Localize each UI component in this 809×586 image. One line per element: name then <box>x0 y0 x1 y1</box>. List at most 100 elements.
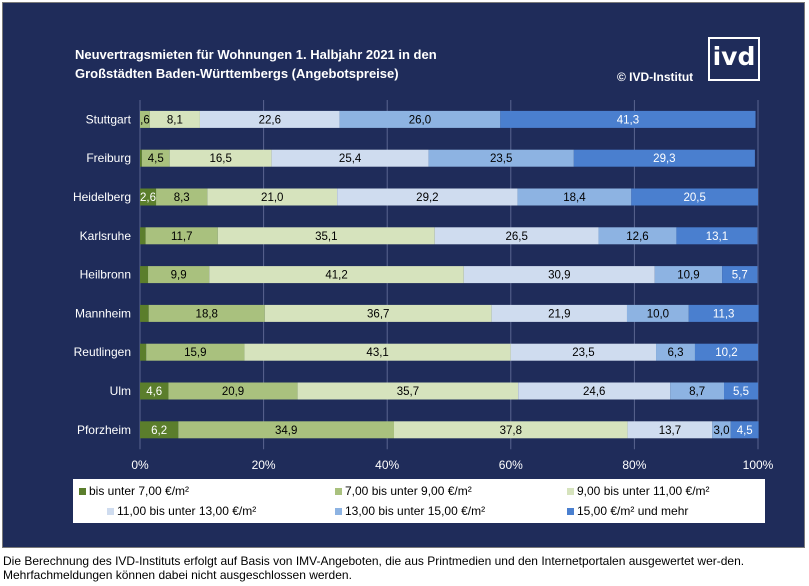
data-label: 13,1 <box>706 231 728 243</box>
legend-label-series-4: 11,00 bis unter 13,00 €/m² <box>117 504 257 518</box>
bar-segment <box>510 343 657 361</box>
chart-title: Neuvertragsmieten für Wohnungen 1. Halbj… <box>75 47 437 81</box>
bar-segment <box>168 382 298 400</box>
bar-segment <box>339 110 501 128</box>
data-label: 8,1 <box>167 114 183 126</box>
bar-segment <box>393 421 628 439</box>
data-label: 30,9 <box>548 270 570 282</box>
legend-item-series-2: 7,00 bis unter 9,00 €/m² <box>335 484 472 498</box>
data-label: 4,5 <box>737 425 753 437</box>
legend-item-series-3: 9,00 bis unter 11,00 €/m² <box>567 484 710 498</box>
data-label: 41,2 <box>325 270 347 282</box>
data-label: 35,1 <box>315 231 337 243</box>
bar-segment <box>207 188 338 206</box>
legend-swatch-series-3 <box>567 487 574 495</box>
footnote: Die Berechnung des IVD-Instituts erfolgt… <box>3 554 745 582</box>
bar-segment <box>140 382 169 400</box>
bar-segment <box>141 149 170 167</box>
bar-segment <box>148 304 265 322</box>
bar-segment <box>140 343 147 361</box>
x-tick-label: 20% <box>252 458 276 472</box>
x-tick-label: 60% <box>499 458 523 472</box>
legend-swatch-series-5 <box>335 507 342 515</box>
bar-segment <box>518 382 671 400</box>
data-label: 10,2 <box>715 347 737 359</box>
data-label: 18,8 <box>196 308 218 320</box>
data-label: 9,9 <box>171 270 187 282</box>
bar-segment <box>598 227 677 245</box>
data-label: 29,2 <box>416 192 438 204</box>
bar-segment <box>434 227 599 245</box>
legend-swatch-series-4 <box>107 507 114 515</box>
bar-segment <box>140 421 179 439</box>
bar-segment <box>627 421 713 439</box>
data-label: 16,5 <box>209 153 231 165</box>
data-label: 21,9 <box>548 308 570 320</box>
bar-segment <box>156 188 208 206</box>
data-label: 6,3 <box>667 347 683 359</box>
stacked-bar-chart: 0% 20% 40% 60% 80% 100% Stuttgart ,6 8,1 22,6 26,0… <box>73 100 774 472</box>
bar-segment <box>712 421 731 439</box>
data-label: 20,9 <box>222 386 244 398</box>
data-label: 25,4 <box>339 153 362 165</box>
data-label: 12,6 <box>626 231 648 243</box>
bar-segment <box>337 188 518 206</box>
data-label: 23,5 <box>490 153 512 165</box>
x-tick-label: 100% <box>743 458 774 472</box>
legend-item-series-5: 13,00 bis unter 15,00 €/m² <box>335 504 485 518</box>
bar-segment <box>631 188 758 206</box>
bar-segment <box>140 149 142 167</box>
legend-label-series-6: 15,00 €/m² und mehr <box>577 504 689 518</box>
legend-label-series-3: 9,00 bis unter 11,00 €/m² <box>577 484 710 498</box>
data-label: 26,5 <box>505 231 527 243</box>
bar-segment <box>730 421 759 439</box>
data-label: 11,3 <box>713 308 735 320</box>
legend-swatch-series-1 <box>79 487 86 495</box>
bar-segment <box>217 227 435 245</box>
legend-swatch-series-6 <box>567 507 574 515</box>
category-label: Freiburg <box>86 151 131 165</box>
bar-segment <box>491 304 627 322</box>
bar-segment <box>209 266 464 284</box>
data-label: 41,3 <box>617 114 639 126</box>
data-label: 6,2 <box>151 425 167 437</box>
legend-label-series-2: 7,00 bis unter 9,00 €/m² <box>345 484 472 498</box>
bar-segment <box>271 149 429 167</box>
bar-segment <box>654 266 723 284</box>
legend-label-series-5: 13,00 bis unter 15,00 €/m² <box>345 504 486 518</box>
bar-segment <box>199 110 340 128</box>
legend-label-series-1: bis unter 7,00 €/m² <box>89 484 190 498</box>
legend-item-series-6: 15,00 €/m² und mehr <box>567 504 688 518</box>
bar-segment <box>178 421 394 439</box>
data-label: 21,0 <box>261 192 283 204</box>
data-label: 15,9 <box>184 347 206 359</box>
category-label: Karlsruhe <box>80 229 132 243</box>
category-label: Heidelberg <box>73 190 131 204</box>
bar-segment <box>145 227 218 245</box>
data-label: ,6 <box>140 114 150 126</box>
bar-segment <box>140 304 149 322</box>
data-label: 23,5 <box>572 347 594 359</box>
bar-segment <box>676 227 758 245</box>
category-label: Heilbronn <box>80 268 131 282</box>
bar-segment <box>517 188 632 206</box>
legend-swatch-series-2 <box>335 487 342 495</box>
category-label: Pforzheim <box>77 423 131 437</box>
category-label: Stuttgart <box>86 112 132 126</box>
data-label: 22,6 <box>259 114 281 126</box>
data-label: 4,5 <box>148 153 164 165</box>
legend-item-series-4: 11,00 bis unter 13,00 €/m² <box>107 504 256 518</box>
data-label: 8,3 <box>174 192 190 204</box>
x-tick-label: 80% <box>622 458 646 472</box>
data-label: 10,0 <box>647 308 669 320</box>
ivd-logo: ivd <box>708 37 760 81</box>
bar-segment <box>244 343 511 361</box>
data-label: 24,6 <box>583 386 605 398</box>
bar-segment <box>656 343 695 361</box>
data-label: 34,9 <box>275 425 297 437</box>
copyright-text: © IVD-Institut <box>617 70 694 84</box>
bar-segment <box>169 149 272 167</box>
data-label: 26,0 <box>409 114 431 126</box>
bar-segment <box>140 188 157 206</box>
bar-segment <box>722 266 758 284</box>
